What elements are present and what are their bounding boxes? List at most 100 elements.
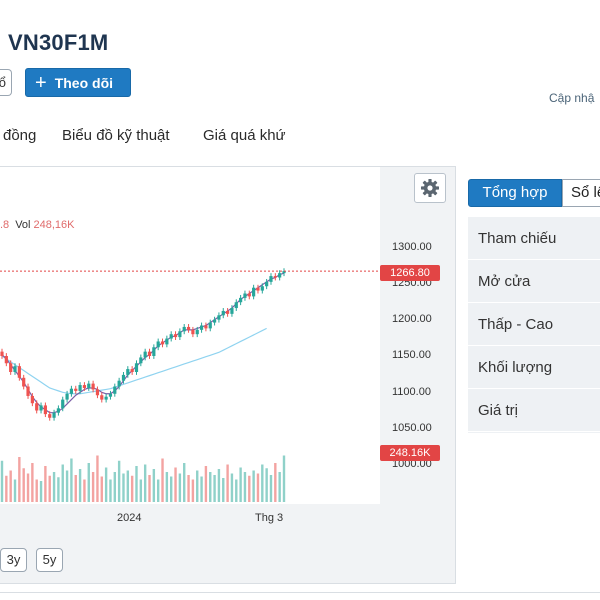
volume-bar [22, 468, 25, 502]
candle-body [273, 276, 277, 278]
candle-body [91, 383, 95, 390]
candle-body [169, 334, 173, 339]
volume-bar [239, 467, 242, 502]
volume-bar [13, 479, 17, 502]
chart-panel [0, 166, 456, 584]
candle-body [121, 374, 126, 381]
row-reference: Tham chiếu [468, 217, 600, 260]
volume-bar [139, 479, 143, 502]
candle-body [221, 310, 225, 316]
row-low-high: Thấp - Cao [468, 303, 600, 346]
volume-bar [165, 472, 169, 502]
partial-button[interactable]: ổ [0, 69, 12, 96]
volume-bar [178, 473, 182, 502]
follow-button[interactable]: + Theo dõi [25, 68, 131, 97]
candle-body [230, 308, 234, 314]
volume-bar [252, 470, 255, 502]
candle-body [52, 412, 56, 418]
volume-bar [113, 472, 116, 502]
candle-body [282, 271, 286, 274]
x-tick-2024: 2024 [117, 512, 142, 524]
candle-body [113, 386, 117, 394]
volume-bar [143, 464, 147, 502]
y-tick: 1100.00 [392, 386, 431, 398]
plus-icon: + [35, 71, 47, 94]
volume-bar [126, 470, 130, 502]
tab-technical-chart[interactable]: Biểu đồ kỹ thuật [62, 127, 170, 144]
candle-body [160, 341, 165, 345]
candle-body [43, 405, 47, 415]
volume-bar [70, 458, 73, 502]
volume-bar [44, 466, 47, 502]
y-tick: 1000.00 [392, 458, 432, 470]
candle-body [4, 356, 8, 364]
volume-bar [200, 476, 203, 502]
volume-bar [74, 475, 77, 502]
candle-body [95, 389, 100, 396]
volume-bar [261, 464, 264, 502]
candle-body [78, 385, 82, 391]
candlestick-chart [0, 268, 380, 502]
tab-summary[interactable]: Tổng hợp [468, 179, 562, 207]
candle-body [243, 293, 247, 298]
candle-body [204, 325, 208, 329]
candle-body [139, 357, 143, 364]
chart-settings-button[interactable] [414, 173, 446, 203]
volume-bar [196, 470, 199, 502]
volume-bar [156, 479, 160, 502]
candle-body [100, 395, 104, 400]
volume-bar [209, 472, 212, 502]
volume-bar [87, 463, 90, 502]
volume-bar [61, 464, 64, 502]
candle-body [199, 325, 204, 330]
volume-bar [265, 468, 268, 502]
range-3y-button[interactable]: 3y [0, 548, 27, 572]
y-tick: 1300.00 [392, 241, 432, 253]
volume-bar [91, 472, 95, 502]
candle-body [65, 393, 69, 400]
volume-bar [130, 475, 134, 502]
current-volume-tag: 248.16K [380, 445, 440, 461]
chart-area[interactable] [0, 167, 380, 504]
tab-partial[interactable]: đồng [3, 127, 37, 144]
volume-bar [152, 469, 156, 502]
gear-icon [421, 179, 439, 197]
volume-bar [243, 472, 247, 502]
candle-body [82, 385, 87, 388]
volume-bar [174, 467, 177, 502]
volume-bar [222, 478, 225, 502]
volume-bar [122, 473, 125, 502]
candle-body [17, 366, 21, 378]
volume-bar [0, 460, 4, 502]
y-tick: 1150.00 [392, 349, 431, 361]
volume-bar [9, 470, 12, 502]
volume-bar [26, 473, 30, 502]
ma-fast-line [1, 272, 285, 414]
volume-bar [83, 479, 86, 502]
volume-bar [274, 463, 277, 502]
candle-body [182, 326, 186, 332]
row-volume: Khối lượng [468, 346, 600, 389]
volume-bar [278, 472, 281, 502]
tab-history[interactable]: Giá quá khứ [203, 127, 286, 144]
range-5y-button[interactable]: 5y [36, 548, 63, 572]
candle-body [265, 281, 269, 287]
x-tick-thg3: Thg 3 [255, 512, 284, 524]
candle-body [178, 331, 182, 338]
legend-vol-label: Vol [15, 219, 31, 231]
volume-bar [65, 470, 69, 502]
candle-body [0, 351, 4, 356]
candle-body [195, 329, 199, 335]
legend-vol-value: 248,16K [33, 219, 75, 231]
volume-bar [104, 467, 108, 502]
volume-bar [78, 469, 82, 502]
candle-body [147, 351, 152, 356]
volume-bar [217, 469, 221, 502]
volume-bar [39, 481, 43, 502]
candle-body [152, 347, 156, 356]
candle-body [69, 388, 74, 394]
volume-bar [100, 476, 103, 502]
volume-bar [226, 464, 229, 502]
tab-order-book[interactable]: Sổ lệ [562, 179, 600, 207]
volume-bar [282, 455, 286, 502]
